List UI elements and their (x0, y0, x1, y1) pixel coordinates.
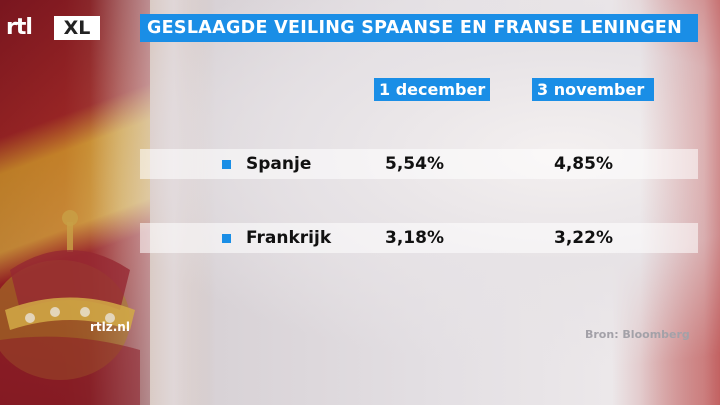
website-label: rtlz.nl (90, 320, 130, 334)
value-1-december: 3,18% (385, 228, 444, 248)
source-label: Bron: Bloomberg (585, 328, 690, 341)
page-title: GESLAAGDE VEILING SPAANSE EN FRANSE LENI… (147, 18, 683, 38)
row-label: Frankrijk (246, 228, 332, 248)
value-1-december: 5,54% (385, 154, 444, 174)
logo-xl-text: XL (54, 16, 100, 40)
title-bar: GESLAAGDE VEILING SPAANSE EN FRANSE LENI… (140, 14, 698, 42)
column-header-3-november: 3 november (532, 78, 654, 101)
french-flag-background (640, 0, 720, 405)
row-label: Spanje (246, 154, 312, 174)
rtl-xl-logo: rtl XL (6, 14, 102, 42)
table-row-spanje: Spanje 5,54% 4,85% (140, 149, 698, 179)
coat-of-arms-crown-icon (0, 210, 140, 405)
column-header-1-december: 1 december (374, 78, 490, 101)
bullet-icon (222, 160, 231, 169)
logo-rtl-text: rtl (6, 15, 33, 40)
table-row-frankrijk: Frankrijk 3,18% 3,22% (140, 223, 698, 253)
value-3-november: 3,22% (554, 228, 613, 248)
value-3-november: 4,85% (554, 154, 613, 174)
bullet-icon (222, 234, 231, 243)
